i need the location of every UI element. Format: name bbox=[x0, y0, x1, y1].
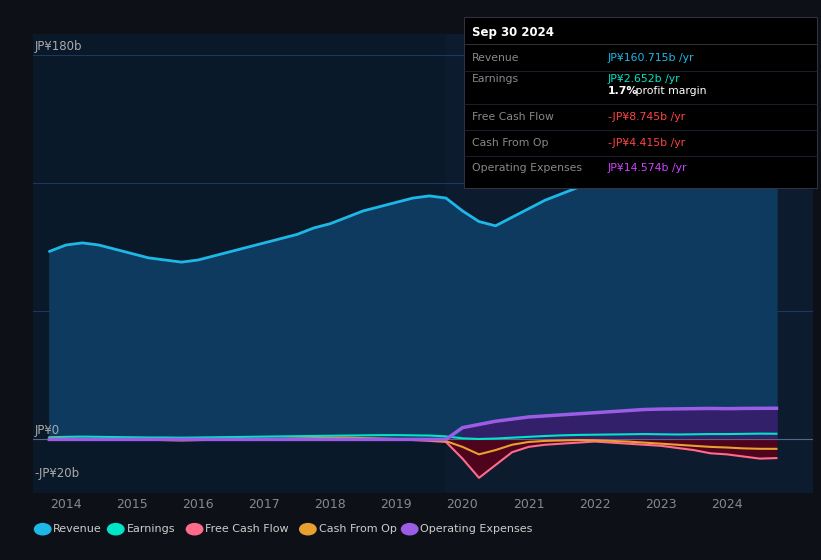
Text: JP¥14.574b /yr: JP¥14.574b /yr bbox=[608, 164, 687, 174]
Text: JP¥0: JP¥0 bbox=[34, 424, 60, 437]
Text: Revenue: Revenue bbox=[472, 53, 520, 63]
Bar bbox=[446, 34, 813, 493]
Text: Operating Expenses: Operating Expenses bbox=[472, 164, 582, 174]
Text: -JP¥8.745b /yr: -JP¥8.745b /yr bbox=[608, 112, 685, 122]
Text: JP¥2.652b /yr: JP¥2.652b /yr bbox=[608, 74, 680, 84]
Text: Operating Expenses: Operating Expenses bbox=[420, 524, 533, 534]
Text: -JP¥4.415b /yr: -JP¥4.415b /yr bbox=[608, 138, 685, 148]
Text: Earnings: Earnings bbox=[126, 524, 175, 534]
Text: 1.7%: 1.7% bbox=[608, 86, 638, 96]
Text: Cash From Op: Cash From Op bbox=[472, 138, 548, 148]
Text: profit margin: profit margin bbox=[632, 86, 707, 96]
Text: JP¥180b: JP¥180b bbox=[34, 40, 82, 53]
Text: Free Cash Flow: Free Cash Flow bbox=[472, 112, 554, 122]
Text: Revenue: Revenue bbox=[53, 524, 102, 534]
Text: JP¥160.715b /yr: JP¥160.715b /yr bbox=[608, 53, 694, 63]
Text: Sep 30 2024: Sep 30 2024 bbox=[472, 26, 554, 39]
Text: Earnings: Earnings bbox=[472, 74, 519, 84]
Text: Cash From Op: Cash From Op bbox=[319, 524, 397, 534]
Text: -JP¥20b: -JP¥20b bbox=[34, 467, 80, 480]
Text: Free Cash Flow: Free Cash Flow bbox=[205, 524, 289, 534]
